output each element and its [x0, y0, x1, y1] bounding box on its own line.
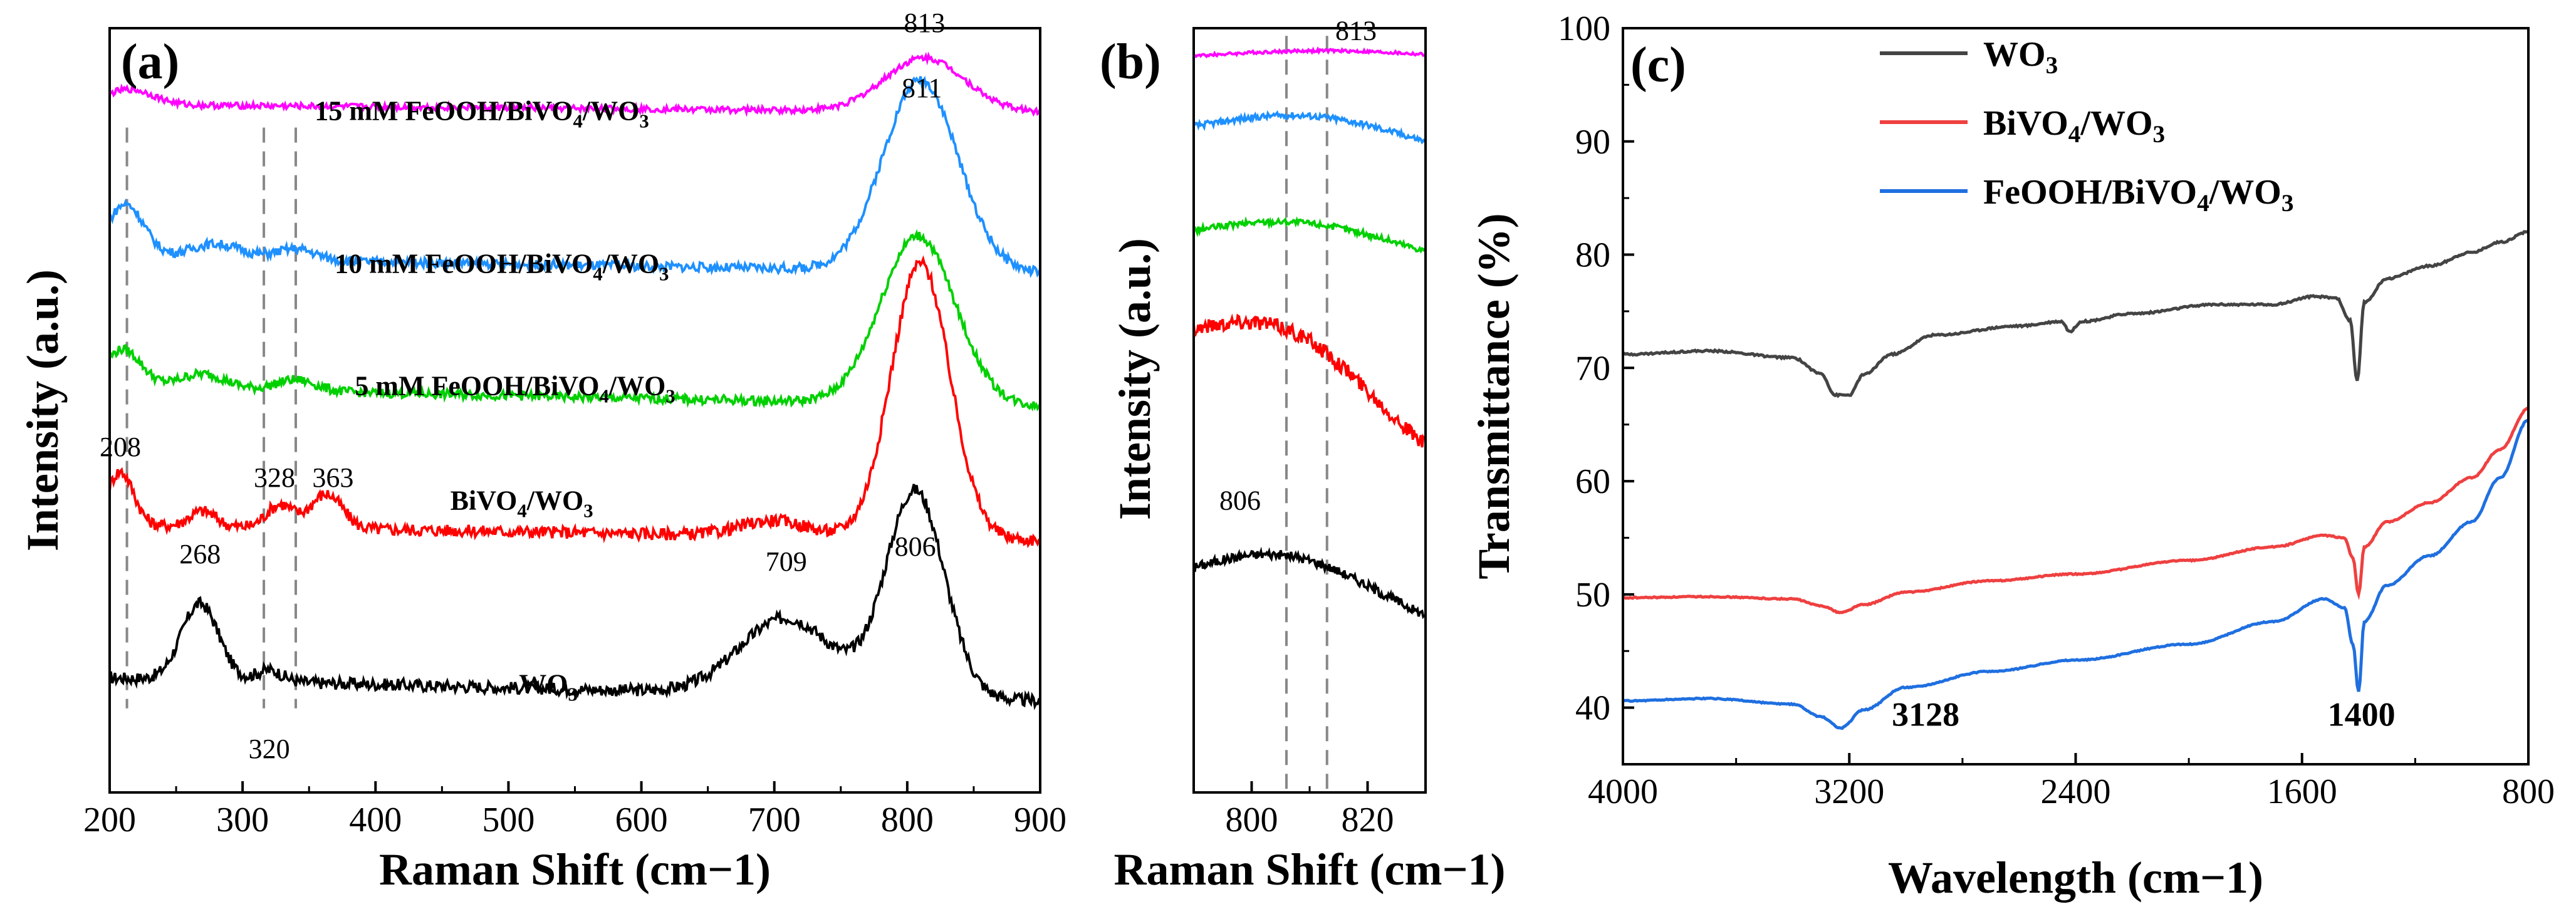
0-x-tick-label: 700 [748, 801, 801, 839]
chart-a-peak-label: 268 [179, 539, 221, 569]
chart-a-series-label-1: BiVO4/WO3 [451, 485, 593, 522]
chart-a-series-label-2: 5 mM FeOOH/BiVO4/WO3 [355, 371, 675, 407]
chart-c-peak-label: 1400 [2328, 696, 2396, 734]
chart-b: 813 806 800 820 (b) Raman Shift (cm−1) Intensi… [1100, 15, 1505, 895]
chart-b-series-line-2 [1192, 216, 1426, 254]
chart-a-series-label-4: 15 mM FeOOH/BiVO4/WO3 [315, 95, 649, 132]
chart-c-y-tick-label: 40 [1575, 689, 1610, 728]
chart-c-legend-label-2: FeOOH/BiVO4/WO3 [1983, 173, 2293, 217]
chart-a-series-line-3 [108, 76, 1041, 278]
chart-c-series-line-1 [1622, 407, 2529, 615]
chart-c-y-tick-label: 80 [1575, 236, 1610, 275]
chart-c-y-tick-label: 50 [1575, 576, 1610, 615]
chart-c-series-line-0 [1622, 230, 2529, 398]
0-x-tick-label: 600 [615, 801, 668, 839]
chart-b-peak-label: 806 [1219, 485, 1261, 516]
chart-c-series-line-2 [1622, 418, 2530, 730]
chart-c-x-axis-title: Wavelength (cm−1) [1888, 853, 2263, 903]
chart-c-y-tick-label: 70 [1575, 349, 1610, 388]
chart-a-series-line-2 [108, 229, 1041, 412]
chart-a-peak-label: 320 [249, 734, 290, 764]
chart-b-series-line-1 [1192, 313, 1426, 448]
chart-c-x-tick-label: 800 [2502, 772, 2555, 811]
chart-a-series-line-4 [108, 51, 1041, 117]
chart-a-series-line-1 [108, 255, 1041, 549]
chart-c-x-tick-label: 4000 [1588, 772, 1658, 811]
chart-c-y-tick-label: 60 [1575, 462, 1610, 501]
chart-a-y-axis-title: Intensity (a.u.) [18, 269, 68, 551]
chart-a-series-label-3: 10 mM FeOOH/BiVO4/WO3 [335, 248, 669, 284]
chart-a-peak-label: 806 [895, 531, 936, 562]
chart-b-peak-label: 813 [1335, 15, 1377, 46]
0-x-tick-label: 800 [881, 801, 934, 839]
chart-a-peak-label: 811 [902, 73, 942, 103]
chart-c-panel-label: (c) [1630, 38, 1686, 93]
chart-c: 3128 1400 4000 3200 2400 1600 800 40 50 60 70 80 90 1… [1469, 9, 2555, 903]
chart-c-x-tick-label: 3200 [1814, 772, 1884, 811]
chart-c-y-tick-label: 100 [1558, 9, 1610, 48]
chart-c-y-tick-label: 90 [1575, 123, 1610, 162]
chart-a-peak-label: 208 [100, 432, 141, 462]
chart-a-panel-label: (a) [121, 34, 179, 90]
0-x-tick-label: 200 [83, 801, 136, 839]
chart-a-series-line-0 [109, 484, 1041, 710]
chart-c-y-axis-title: Transmittance (%) [1469, 213, 1519, 579]
chart-c-legend-label-0: WO3 [1983, 35, 2058, 79]
0-x-tick-label: 900 [1014, 801, 1066, 839]
chart-c-peak-label: 3128 [1892, 696, 1959, 734]
chart-a-x-axis-title: Raman Shift (cm−1) [379, 844, 771, 895]
chart-a-series-label-0: WO3 [519, 668, 578, 705]
chart-c-x-tick-label: 2400 [2041, 772, 2111, 811]
chart-b-series-line-0 [1193, 546, 1426, 620]
chart-a-peak-label: 813 [904, 8, 945, 38]
1-x-tick-label: 800 [1226, 801, 1278, 839]
chart-b-x-axis-title: Raman Shift (cm−1) [1114, 844, 1506, 895]
0-x-tick-label: 400 [349, 801, 402, 839]
chart-b-y-axis-title: Intensity (a.u.) [1110, 238, 1160, 520]
chart-b-series-line-4 [1192, 46, 1425, 59]
chart-c-x-tick-label: 1600 [2267, 772, 2337, 811]
chart-a: WO3 BiVO4/WO3 5 mM FeOOH/BiVO4/WO3 10 mM Fe… [18, 8, 1066, 895]
0-x-tick-label: 300 [216, 801, 269, 839]
1-x-tick-label: 820 [1342, 801, 1394, 839]
0-x-tick-label: 500 [482, 801, 534, 839]
chart-a-peak-label: 709 [766, 546, 807, 577]
chart-b-plot-frame [1192, 27, 1427, 794]
chart-b-panel-label: (b) [1100, 34, 1161, 90]
chart-c-legend-label-1: BiVO4/WO3 [1983, 104, 2165, 148]
chart-b-series-line-3 [1193, 110, 1426, 145]
chart-a-peak-label: 328 [254, 462, 295, 493]
chart-a-peak-label: 363 [312, 462, 353, 493]
